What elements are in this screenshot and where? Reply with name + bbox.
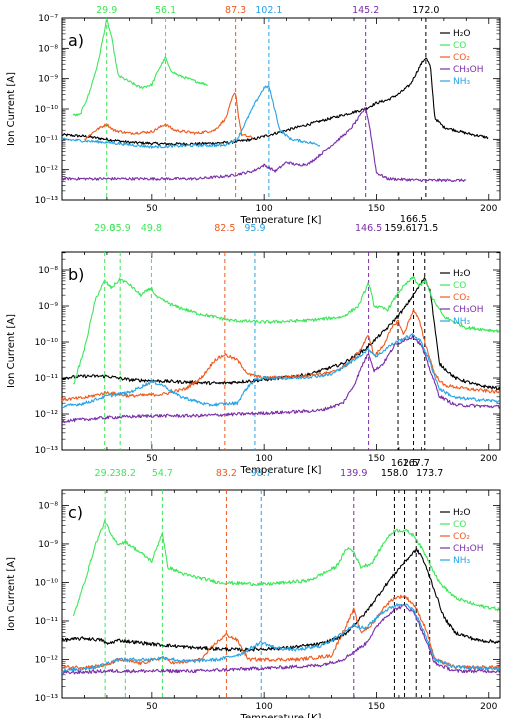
y-tick-label: 10⁻⁸ (38, 44, 58, 54)
y-tick-label: 10⁻¹³ (35, 196, 59, 206)
series-line-co2 (62, 308, 500, 402)
peak-label: 173.7 (416, 468, 443, 479)
y-tick-label: 10⁻⁹ (38, 75, 58, 85)
peak-label: 87.3 (225, 5, 246, 16)
legend-entry: CO (453, 520, 466, 530)
y-axis-title: Ion Current [A] (6, 72, 17, 146)
y-axis-title: Ion Current [A] (6, 557, 17, 631)
x-tick-label: 200 (480, 204, 497, 214)
x-tick-label: 100 (256, 702, 273, 712)
legend-entry: CO (453, 41, 466, 51)
peak-label: 166.5 (400, 214, 427, 225)
panel-letter: b) (68, 265, 84, 284)
peak-label: 54.7 (152, 468, 173, 479)
x-axis-title: Temperature [K] (240, 465, 322, 476)
peak-label: 171.5 (411, 223, 438, 234)
legend-entry: CH₃OH (453, 305, 484, 315)
series-line-ch3oh (62, 604, 500, 675)
y-tick-label: 10⁻¹⁰ (35, 105, 59, 115)
panel-1: 50 100 150 200 Temperature [K] Ion Current [A… (6, 5, 501, 226)
legend-entry: H₂O (453, 508, 470, 518)
y-tick-label: 10⁻¹³ (35, 446, 59, 456)
x-tick-label: 50 (146, 702, 158, 712)
x-axis-title: Temperature [K] (240, 713, 322, 718)
series-line-nh3 (62, 603, 500, 674)
series-line-co (72, 19, 208, 117)
y-tick-label: 10⁻⁷ (38, 14, 58, 24)
series-line-nh3 (62, 333, 500, 408)
peak-label: 83.2 (216, 468, 237, 479)
legend-entry: H₂O (453, 269, 470, 279)
panel-3: 50 100 150 200 Temperature [K] Ion Current [A… (6, 458, 501, 718)
series-line-co2 (83, 92, 254, 141)
peak-label: 162.5 (391, 458, 418, 469)
peak-label: 102.1 (255, 5, 282, 16)
panel-letter: c) (68, 503, 83, 522)
y-tick-label: 10⁻⁹ (38, 302, 58, 312)
y-tick-label: 10⁻¹⁰ (35, 338, 59, 348)
peak-label: 35.9 (110, 223, 131, 234)
y-tick-label: 10⁻⁹ (38, 540, 58, 550)
legend-entry: CH₃OH (453, 65, 484, 75)
peak-label: 29.2 (95, 468, 116, 479)
series-line-h2o (62, 57, 489, 146)
peak-label: 159.6 (384, 223, 411, 234)
y-tick-label: 10⁻¹¹ (35, 135, 59, 145)
y-tick-label: 10⁻¹² (35, 166, 59, 176)
legend-entry: CH₃OH (453, 544, 484, 554)
peak-label: 29.9 (96, 5, 117, 16)
legend-entry: CO₂ (453, 293, 470, 303)
panel-letter: a) (68, 31, 84, 50)
peak-label: 38.2 (115, 468, 136, 479)
x-tick-label: 50 (146, 204, 158, 214)
series-line-co2 (62, 594, 500, 670)
peak-label: 167.7 (403, 458, 430, 469)
peak-label: 139.9 (340, 468, 367, 479)
peak-label: 98.7 (251, 468, 272, 479)
x-tick-label: 150 (368, 454, 385, 464)
peak-label: 146.5 (355, 223, 382, 234)
legend-entry: H₂O (453, 29, 470, 39)
x-tick-label: 200 (480, 454, 497, 464)
x-tick-label: 50 (146, 454, 158, 464)
y-axis-title: Ion Current [A] (6, 314, 17, 388)
series-line-co (73, 276, 500, 385)
peak-label: 82.5 (214, 223, 235, 234)
y-tick-label: 10⁻⁸ (38, 501, 58, 511)
y-tick-label: 10⁻¹¹ (35, 374, 59, 384)
x-tick-label: 200 (480, 702, 497, 712)
y-tick-label: 10⁻¹² (35, 410, 59, 420)
series-line-h2o (62, 548, 500, 652)
peak-label: 29.0 (94, 223, 115, 234)
peak-label: 56.1 (155, 5, 176, 16)
y-tick-label: 10⁻¹⁰ (35, 578, 59, 588)
series-line-nh3 (62, 85, 321, 149)
series-line-ch3oh (62, 334, 500, 424)
x-axis-title: Temperature [K] (240, 215, 322, 226)
legend-entry: NH₃ (453, 556, 471, 566)
y-tick-label: 10⁻⁸ (38, 266, 58, 276)
y-tick-label: 10⁻¹³ (35, 694, 59, 704)
series-line-co (72, 519, 500, 617)
legend-entry: NH₃ (453, 317, 471, 327)
x-tick-label: 150 (368, 702, 385, 712)
x-tick-label: 150 (368, 204, 385, 214)
plot-frame (61, 251, 501, 451)
legend-entry: CO₂ (453, 532, 470, 542)
peak-label: 95.9 (244, 223, 265, 234)
y-tick-label: 10⁻¹¹ (35, 617, 59, 627)
peak-label: 158.0 (381, 468, 408, 479)
legend-entry: CO (453, 281, 466, 291)
legend-entry: NH₃ (453, 77, 471, 87)
x-tick-label: 100 (256, 454, 273, 464)
peak-label: 172.0 (412, 5, 439, 16)
series-line-ch3oh (62, 107, 467, 183)
y-tick-label: 10⁻¹² (35, 655, 59, 665)
peak-label: 145.2 (352, 5, 379, 16)
x-tick-label: 100 (256, 204, 273, 214)
peak-label: 49.8 (141, 223, 162, 234)
legend-entry: CO₂ (453, 53, 470, 63)
panel-2: 50 100 150 200 Temperature [K] Ion Current [A… (6, 214, 501, 476)
